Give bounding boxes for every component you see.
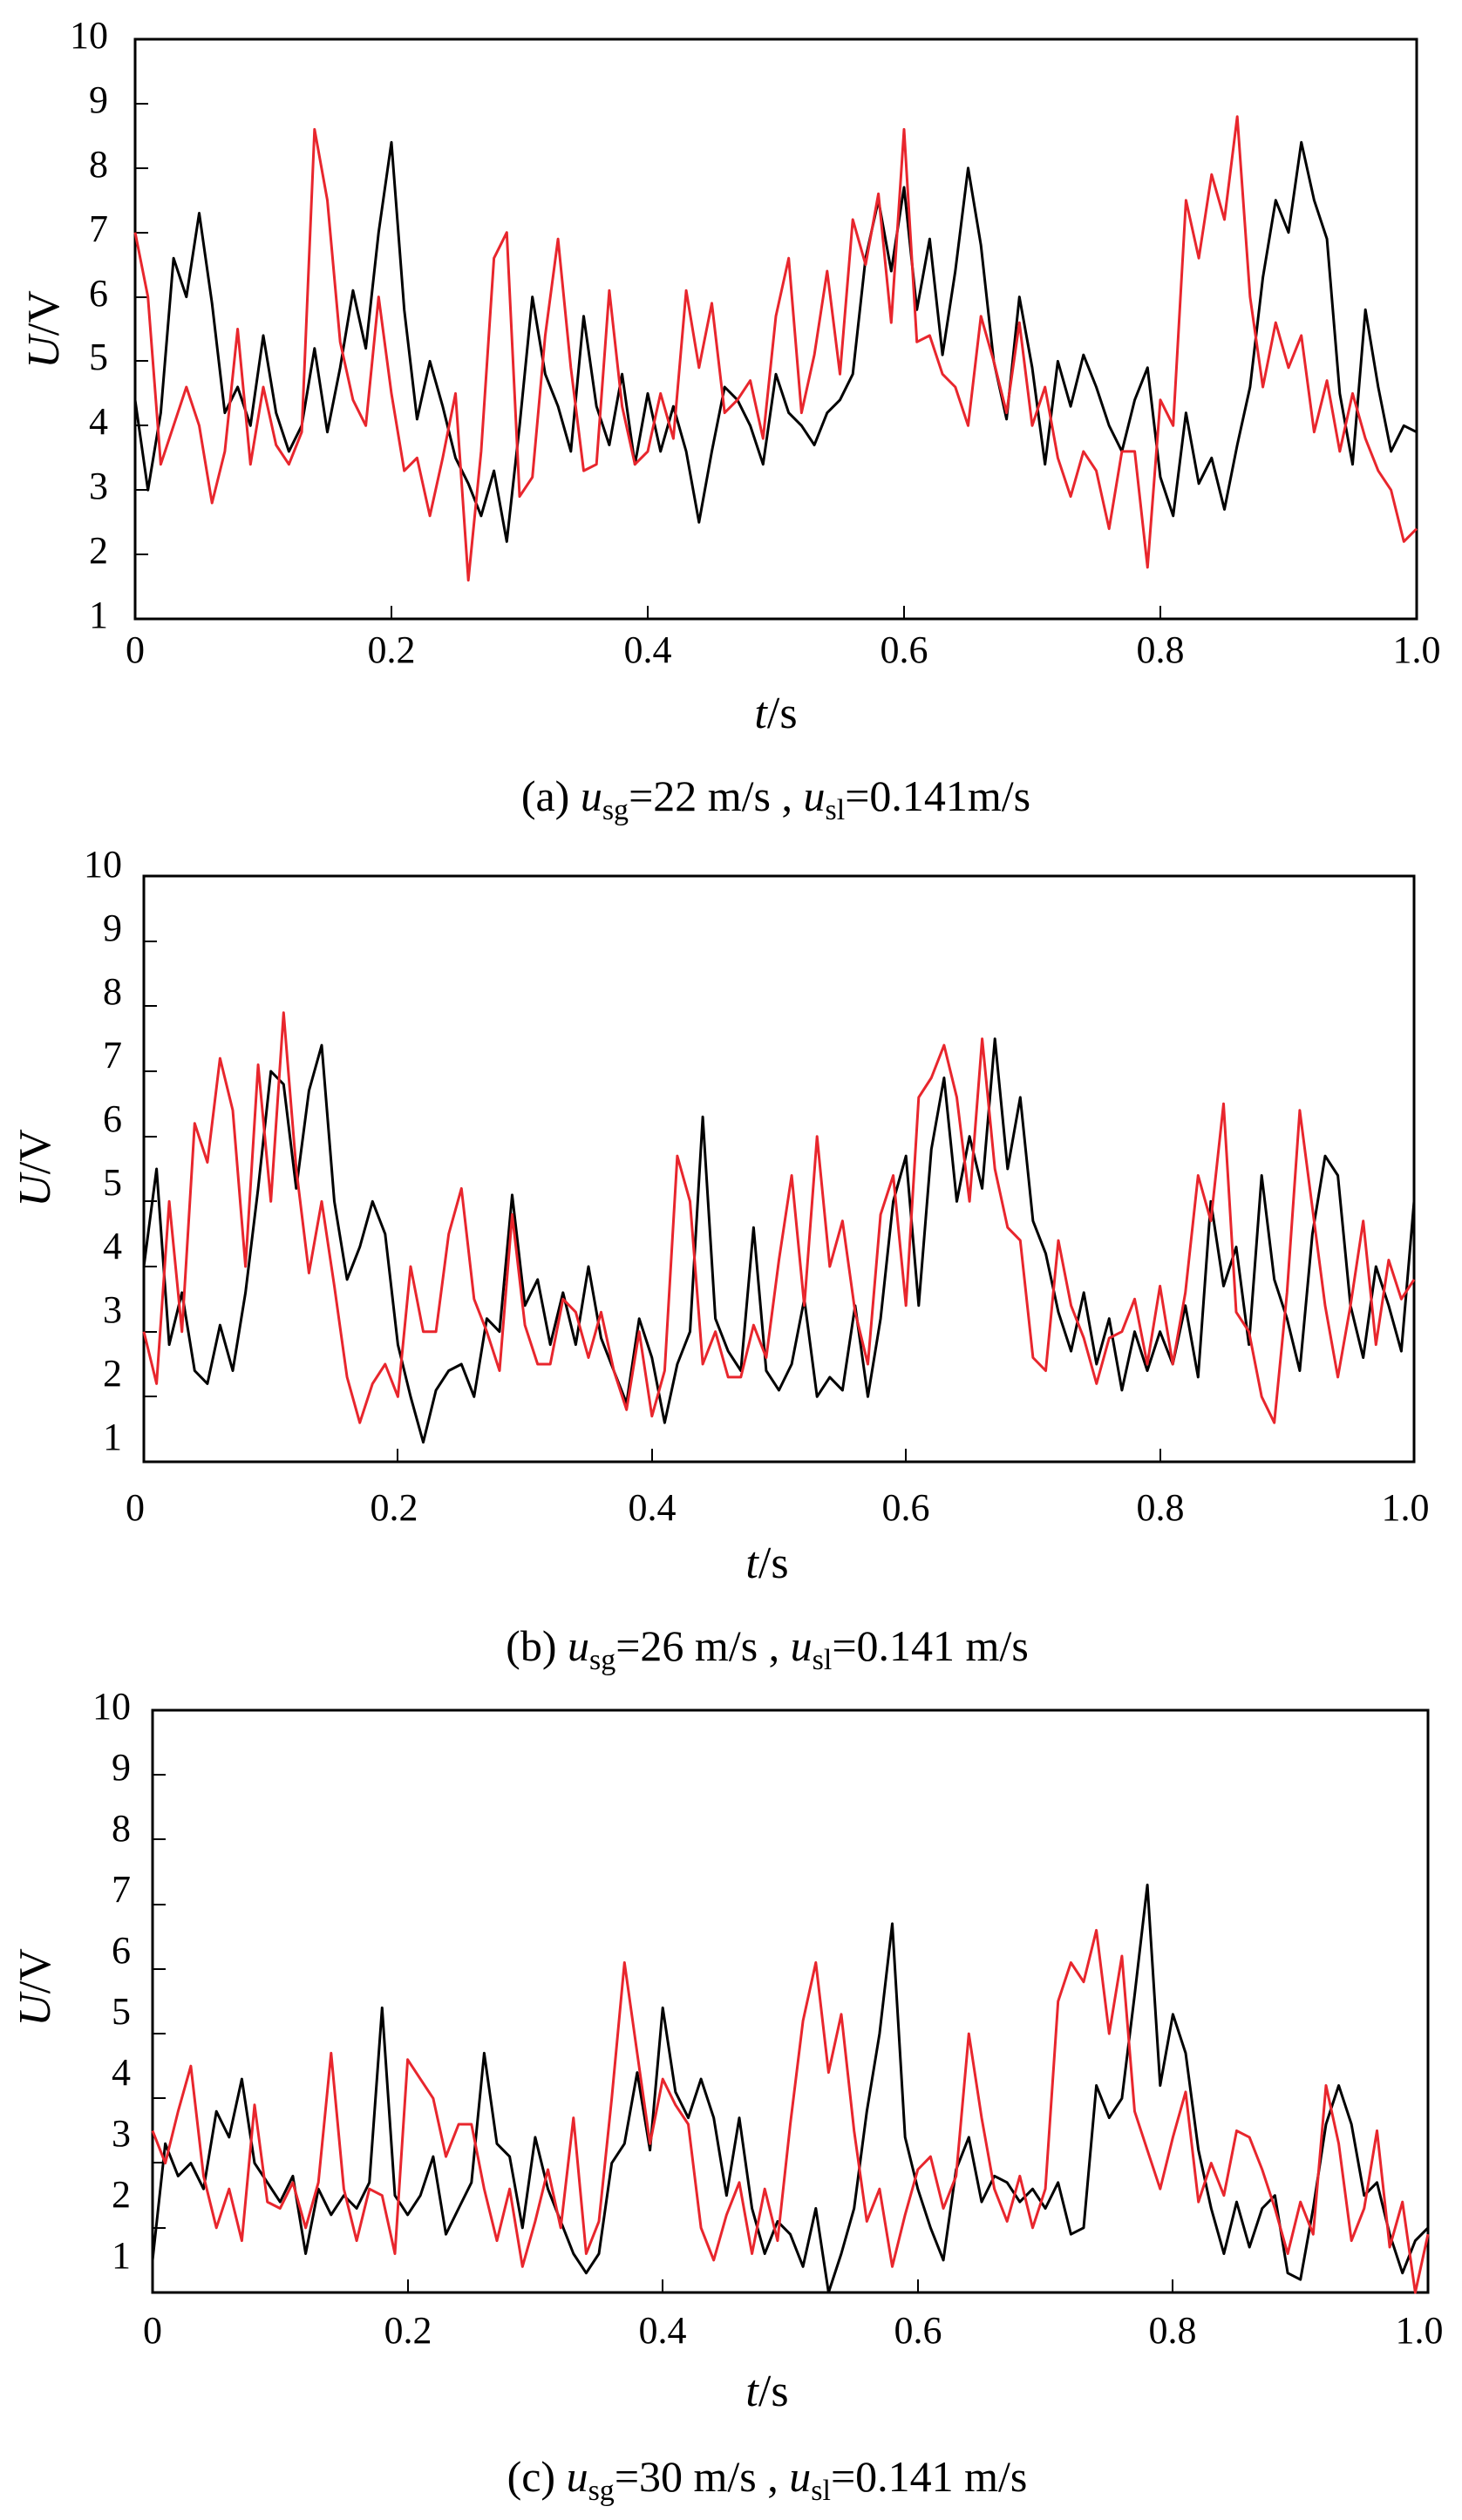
y-tick-label: 6 bbox=[103, 1097, 122, 1140]
y-tick-label: 7 bbox=[89, 207, 108, 250]
y-tick-label: 4 bbox=[112, 2051, 131, 2094]
x-tick-label: 0.8 bbox=[1137, 628, 1185, 671]
y-tick-label: 8 bbox=[112, 1807, 131, 1850]
y-tick-label: 10 bbox=[70, 14, 108, 57]
x-tick-label: 0 bbox=[126, 628, 145, 671]
x-axis-title: t/s bbox=[745, 1538, 788, 1588]
x-tick-label: 1.0 bbox=[1396, 2309, 1444, 2352]
y-tick-label: 10 bbox=[84, 843, 122, 886]
y-tick-label: 5 bbox=[103, 1161, 122, 1204]
y-tick-label: 6 bbox=[112, 1929, 131, 1972]
y-ticks: 1 2 3 4 5 6 7 8 9 10 bbox=[92, 1685, 166, 2293]
y-tick-label: 3 bbox=[89, 465, 108, 507]
x-tick-label: 0.6 bbox=[882, 1486, 930, 1529]
x-tick-label: 0.6 bbox=[894, 2309, 942, 2352]
y-tick-label: 6 bbox=[89, 272, 108, 315]
y-tick-label: 3 bbox=[103, 1288, 122, 1331]
x-tick-label: 0.6 bbox=[881, 628, 928, 671]
y-tick-label: 9 bbox=[112, 1746, 131, 1789]
y-tick-label: 9 bbox=[89, 78, 108, 121]
series-line-red bbox=[151, 1928, 1430, 2294]
y-axis-title: U/V bbox=[10, 1948, 60, 2027]
y-ticks: 1 2 3 4 5 6 7 8 9 10 bbox=[84, 843, 157, 1463]
y-tick-label: 8 bbox=[89, 143, 108, 186]
y-tick-label: 10 bbox=[92, 1685, 131, 1728]
y-tick-label: 7 bbox=[103, 1034, 122, 1077]
x-ticks: 0 0.2 0.4 0.6 0.8 1.0 bbox=[126, 1449, 1430, 1529]
y-tick-label: 5 bbox=[89, 336, 108, 378]
x-tick-label: 0.2 bbox=[368, 628, 416, 671]
plot-frame bbox=[133, 37, 1418, 621]
x-tick-label: 0.4 bbox=[629, 1486, 677, 1529]
panel-caption: (c) usg=30 m/s , usl=0.141 m/s bbox=[507, 2452, 1028, 2507]
y-tick-label: 4 bbox=[103, 1225, 122, 1267]
series-line-black bbox=[151, 1883, 1430, 2294]
panel-caption: (b) usg=26 m/s , usl=0.141 m/s bbox=[506, 1621, 1029, 1676]
y-tick-label: 1 bbox=[103, 1416, 122, 1458]
x-tick-label: 0.2 bbox=[384, 2309, 432, 2352]
y-tick-label: 3 bbox=[112, 2112, 131, 2155]
panel-caption: (a) usg=22 m/s , usl=0.141m/s bbox=[521, 771, 1030, 826]
y-ticks: 1 2 3 4 5 6 7 8 9 10 bbox=[70, 14, 148, 636]
plot-frame bbox=[142, 874, 1416, 1464]
y-tick-label: 2 bbox=[89, 529, 108, 572]
y-axis-title: U/V bbox=[19, 290, 69, 369]
y-tick-label: 4 bbox=[89, 400, 108, 443]
x-tick-label: 0 bbox=[143, 2309, 162, 2352]
panel-a: 1 2 3 4 5 6 7 8 9 10 0 0.2 0.4 bbox=[19, 14, 1441, 826]
x-tick-label: 0.8 bbox=[1149, 2309, 1197, 2352]
x-tick-label: 0.4 bbox=[624, 628, 672, 671]
y-tick-label: 8 bbox=[103, 970, 122, 1013]
x-ticks: 0 0.2 0.4 0.6 0.8 1.0 bbox=[143, 2279, 1444, 2352]
y-tick-label: 2 bbox=[103, 1352, 122, 1395]
y-tick-label: 1 bbox=[89, 594, 108, 636]
y-tick-label: 7 bbox=[112, 1868, 131, 1911]
series-line-red bbox=[133, 115, 1418, 582]
panel-c: 1 2 3 4 5 6 7 8 9 10 0 0.2 0.4 bbox=[10, 1685, 1444, 2507]
x-tick-label: 0 bbox=[126, 1486, 145, 1529]
y-tick-label: 5 bbox=[112, 1990, 131, 2033]
y-tick-label: 2 bbox=[112, 2173, 131, 2216]
series-line-black bbox=[142, 1037, 1416, 1444]
series-line-black bbox=[133, 140, 1418, 543]
x-tick-label: 0.2 bbox=[371, 1486, 418, 1529]
x-axis-title: t/s bbox=[754, 689, 797, 738]
x-axis-title: t/s bbox=[745, 2367, 788, 2416]
x-tick-label: 0.8 bbox=[1137, 1486, 1185, 1529]
y-tick-label: 9 bbox=[103, 907, 122, 949]
y-tick-label: 1 bbox=[112, 2234, 131, 2277]
x-ticks: 0 0.2 0.4 0.6 0.8 1.0 bbox=[126, 606, 1441, 671]
y-axis-title: U/V bbox=[10, 1129, 60, 1207]
x-tick-label: 1.0 bbox=[1393, 628, 1441, 671]
x-tick-label: 1.0 bbox=[1382, 1486, 1430, 1529]
panel-b: 1 2 3 4 5 6 7 8 9 10 0 0.2 0.4 bbox=[10, 843, 1430, 1676]
series-line-red bbox=[142, 1011, 1416, 1424]
plot-frame bbox=[151, 1708, 1430, 2294]
x-tick-label: 0.4 bbox=[639, 2309, 687, 2352]
